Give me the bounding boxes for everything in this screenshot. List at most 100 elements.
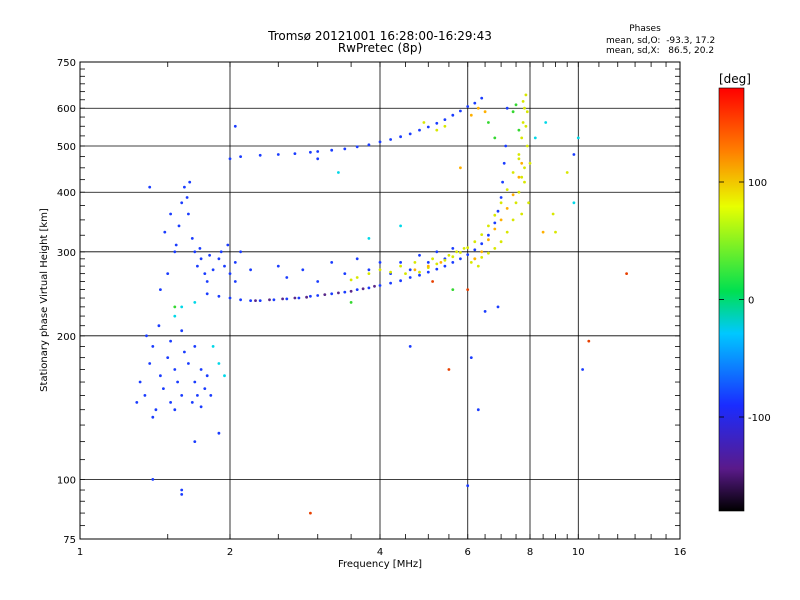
data-point — [426, 270, 430, 274]
data-point — [159, 288, 162, 291]
data-point — [487, 224, 490, 228]
data-point — [151, 478, 155, 481]
x-tick-label: 8 — [527, 547, 533, 558]
data-point — [505, 230, 509, 234]
data-point — [480, 233, 484, 237]
data-point — [169, 401, 173, 404]
y-tick-label: 500 — [57, 142, 76, 153]
data-point — [517, 128, 521, 132]
data-point — [166, 356, 170, 359]
data-point — [520, 212, 524, 216]
data-point — [196, 394, 199, 397]
data-point — [239, 250, 243, 254]
data-point — [233, 280, 237, 283]
data-point — [177, 224, 181, 228]
data-point — [211, 268, 215, 272]
data-point — [301, 268, 305, 272]
data-point — [176, 380, 180, 384]
data-point — [373, 284, 376, 288]
data-point — [316, 157, 320, 161]
data-point — [285, 276, 289, 279]
data-point — [258, 299, 262, 302]
colorbar-ticks: 100 0 -100 — [719, 178, 771, 424]
data-point — [199, 257, 203, 261]
data-point — [378, 261, 382, 264]
data-point — [180, 488, 184, 492]
data-point — [520, 175, 524, 179]
phase-stats-x: mean, sd,X: 86.5, 20.2 — [606, 46, 714, 56]
grid-lines — [80, 62, 680, 539]
data-point — [493, 136, 497, 140]
data-point — [451, 288, 455, 291]
data-point — [199, 368, 203, 371]
data-point — [499, 218, 503, 222]
data-point — [173, 314, 177, 318]
x-tick-label: 2 — [227, 547, 233, 558]
data-point — [349, 278, 353, 282]
data-point — [447, 253, 451, 257]
data-point — [233, 261, 237, 264]
data-point — [523, 166, 526, 170]
data-point — [193, 345, 197, 348]
data-point — [183, 185, 186, 189]
data-point — [459, 109, 462, 113]
data-point — [249, 299, 253, 302]
data-point — [418, 128, 421, 132]
data-point — [459, 166, 462, 170]
data-point — [316, 294, 320, 297]
data-point — [297, 296, 301, 300]
data-point — [466, 105, 470, 108]
data-point — [330, 261, 334, 264]
data-point — [209, 394, 213, 397]
data-point — [476, 264, 480, 268]
colorbar-label: [deg] — [719, 72, 751, 86]
data-point — [524, 124, 528, 128]
data-point — [219, 250, 223, 254]
data-point — [330, 148, 334, 152]
data-point — [487, 121, 490, 124]
data-point — [367, 237, 371, 240]
data-point — [151, 345, 155, 348]
data-point — [435, 250, 439, 254]
data-point — [473, 257, 477, 261]
x-axis-label: Frequency [MHz] — [338, 559, 422, 570]
data-point — [511, 193, 515, 197]
data-point — [337, 171, 340, 174]
data-point — [211, 345, 215, 348]
data-point — [187, 362, 190, 365]
data-point — [443, 264, 447, 268]
data-point — [625, 272, 628, 275]
data-point — [514, 201, 518, 205]
data-point — [451, 261, 455, 264]
data-point — [180, 329, 184, 333]
data-point — [443, 118, 447, 121]
data-point — [169, 339, 173, 343]
y-tick-label: 750 — [57, 58, 76, 69]
data-point — [544, 121, 548, 124]
data-point — [517, 153, 521, 156]
data-point — [451, 113, 455, 117]
data-point — [367, 286, 371, 290]
data-point — [459, 257, 462, 261]
data-point — [469, 261, 473, 264]
data-point — [426, 264, 430, 268]
data-point — [148, 185, 152, 189]
data-point — [217, 257, 221, 261]
data-point — [281, 297, 284, 301]
y-tick-label: 400 — [57, 188, 76, 199]
data-point — [524, 93, 528, 97]
data-point — [525, 144, 529, 148]
data-point — [476, 408, 480, 412]
data-point — [483, 310, 487, 313]
data-point — [389, 138, 392, 141]
data-point — [198, 247, 202, 250]
data-point — [505, 188, 509, 192]
data-point — [399, 135, 402, 139]
data-point — [418, 270, 421, 274]
data-point — [258, 153, 262, 157]
y-tick-label: 300 — [57, 248, 76, 259]
data-point — [399, 264, 402, 268]
data-point — [511, 110, 515, 114]
data-point — [576, 136, 580, 140]
